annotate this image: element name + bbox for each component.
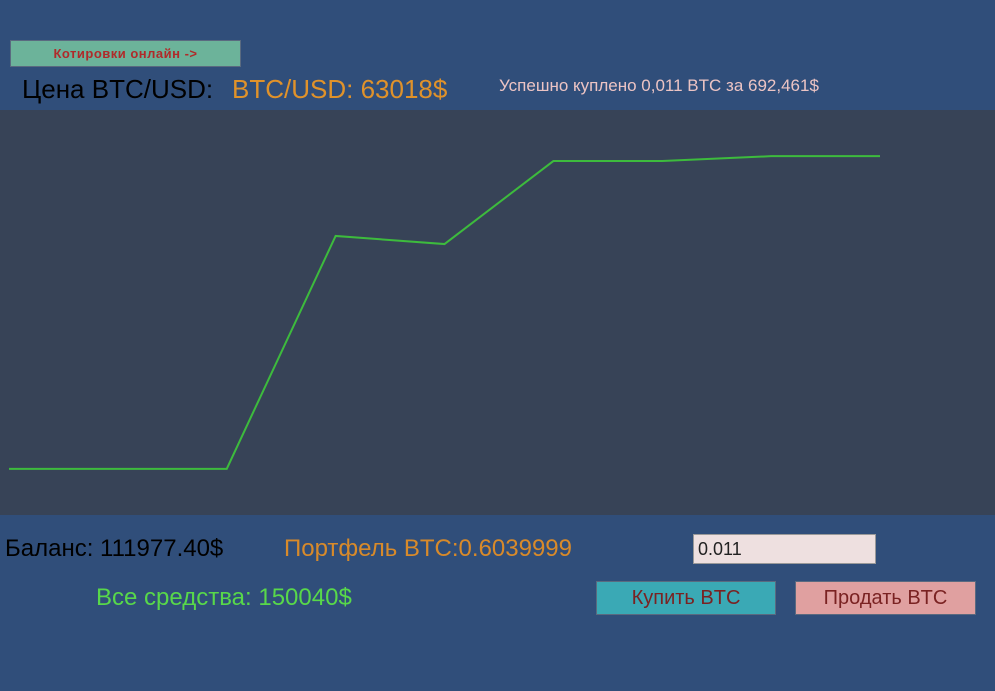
sell-button[interactable]: Продать BTC — [795, 581, 976, 615]
chart — [0, 110, 995, 515]
balance: Баланс: 111977.40$ — [5, 535, 224, 562]
total-funds: Все средства: 150040$ — [96, 584, 352, 611]
chart-background — [0, 110, 995, 515]
status-message: Успешно куплено 0,011 BTC за 692,461$ — [499, 76, 819, 95]
amount-input[interactable]: 0.011 — [693, 534, 876, 564]
price-label: Цена BTC/USD: — [22, 74, 214, 104]
price-value: BTC/USD: 63018$ — [232, 74, 448, 104]
portfolio: Портфель BTC:0.6039999 — [284, 535, 572, 562]
quotes-button[interactable]: Котировки онлайн -> — [10, 40, 241, 67]
buy-button[interactable]: Купить BTC — [596, 581, 776, 615]
price-line — [9, 155, 880, 470]
